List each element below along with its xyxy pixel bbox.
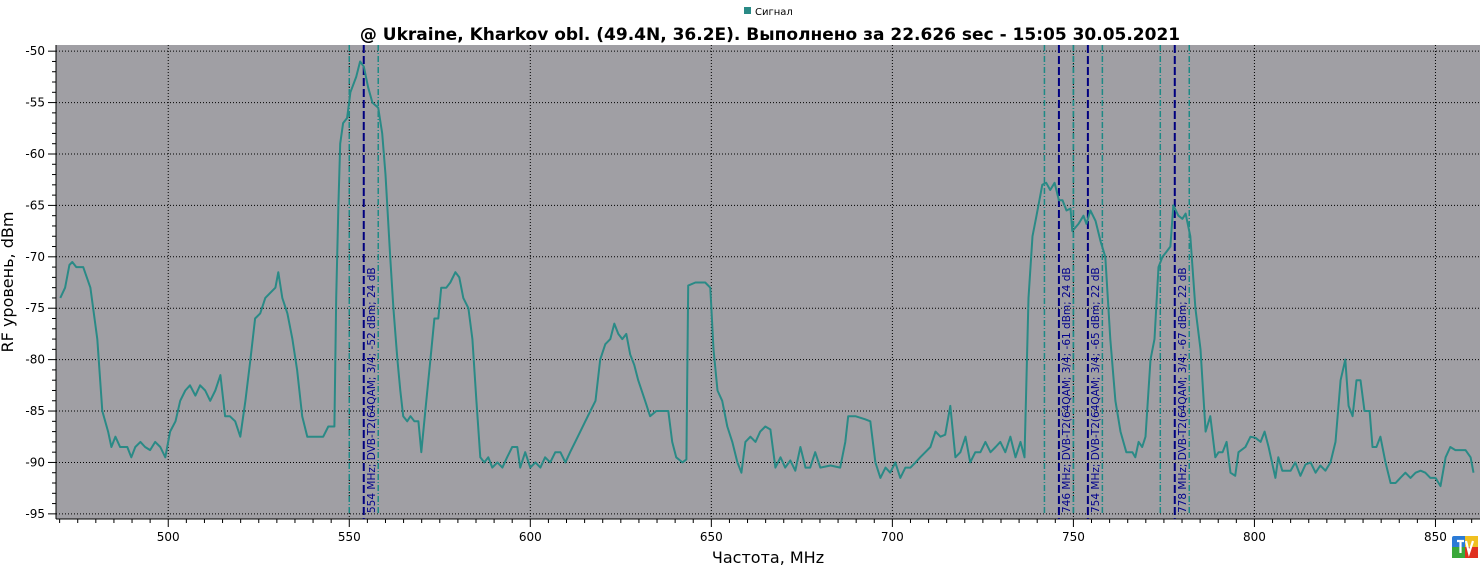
x-tick-label: 850 bbox=[1424, 530, 1447, 544]
plot-area bbox=[56, 45, 1480, 519]
y-tick-label: -95 bbox=[25, 507, 45, 521]
y-tick-label: -65 bbox=[25, 198, 45, 212]
channel-label: 778 MHz; DVB-T2(64QAM; 3/4; -67 dBm; 22 … bbox=[1177, 267, 1189, 513]
y-tick-label: -75 bbox=[25, 301, 45, 315]
y-tick-label: -80 bbox=[25, 353, 45, 367]
y-tick-label: -70 bbox=[25, 250, 45, 264]
channel-label: 754 MHz; DVB-T2(64QAM; 3/4; -65 dBm; 22 … bbox=[1090, 267, 1102, 513]
y-tick-label: -90 bbox=[25, 455, 45, 469]
channel-label: 554 MHz; DVB-T2(64QAM; 3/4; -52 dBm; 24 … bbox=[366, 267, 378, 513]
x-axis-label: Частота, MHz bbox=[712, 548, 824, 567]
legend-label: Сигнал bbox=[755, 7, 793, 18]
legend-swatch bbox=[744, 7, 751, 14]
axes: -50 -55 -60 -65 -70 -75 -80 -85 -90 -95 500 550 600 6… bbox=[25, 44, 1480, 544]
x-tick-label: 700 bbox=[881, 530, 904, 544]
legend: Сигнал bbox=[744, 7, 793, 18]
tv-logo bbox=[1452, 536, 1478, 558]
x-tick-label: 750 bbox=[1062, 530, 1085, 544]
y-tick-label: -55 bbox=[25, 96, 45, 110]
x-tick-label: 600 bbox=[519, 530, 542, 544]
x-tick-label: 800 bbox=[1243, 530, 1266, 544]
y-tick-label: -50 bbox=[25, 44, 45, 58]
y-tick-label: -60 bbox=[25, 147, 45, 161]
series-line-signal bbox=[59, 60, 1475, 488]
x-tick-label: 550 bbox=[338, 530, 361, 544]
channel-markers: 554 MHz; DVB-T2(64QAM; 3/4; -52 dBm; 24 … bbox=[348, 45, 1191, 519]
channel-label: 746 MHz; DVB-T2(64QAM; 3/4; -61 dBm; 24 … bbox=[1061, 267, 1073, 513]
x-tick-label: 500 bbox=[157, 530, 180, 544]
y-tick-label: -85 bbox=[25, 404, 45, 418]
y-axis-label: RF уровень, dBm bbox=[0, 212, 17, 353]
x-tick-label: 650 bbox=[700, 530, 723, 544]
chart-title: @ Ukraine, Kharkov obl. (49.4N, 36.2E). … bbox=[360, 25, 1180, 45]
